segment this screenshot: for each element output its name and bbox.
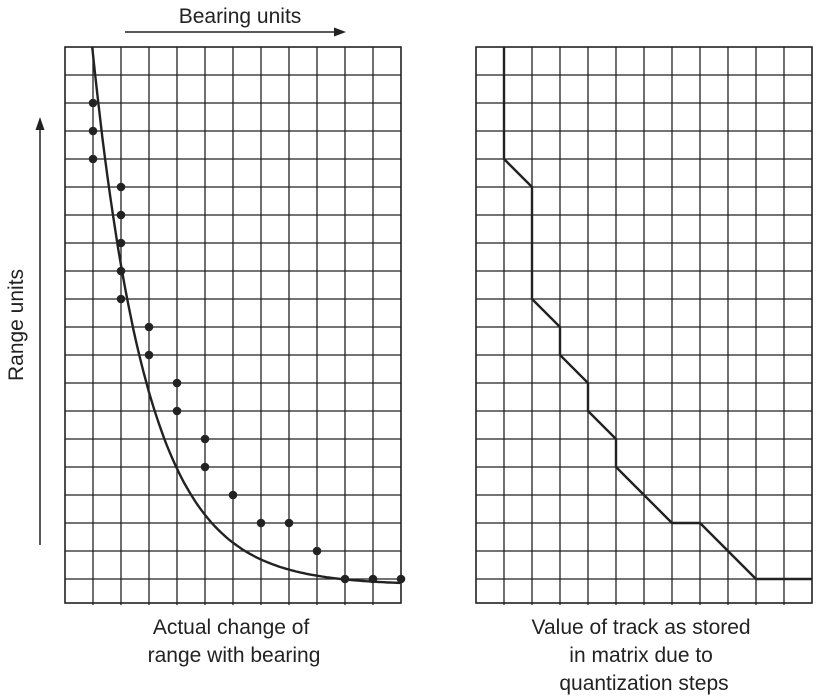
left-panel [64,46,406,605]
right-grid-frame [475,46,813,604]
sample-dot [116,266,126,276]
sample-dot [116,210,126,220]
quantized-track [502,47,812,581]
sample-dot [144,350,154,360]
sample-dot [200,462,210,472]
sample-dot [284,518,294,528]
x-axis-label: Bearing units [179,5,302,28]
sample-dot [172,378,182,388]
right-caption-line-1: Value of track as stored [532,616,751,639]
left-caption: Actual change of range with bearing [148,616,321,667]
left-caption-line-2: range with bearing [148,644,321,667]
sample-dot [228,490,238,500]
sample-dot [88,126,98,136]
sample-dots [88,98,406,584]
sample-dot [88,154,98,164]
right-caption: Value of track as stored in matrix due t… [532,616,757,695]
sample-dot [396,574,406,584]
left-grid-frame [64,46,402,604]
sample-dot [312,546,322,556]
sample-dot [172,406,182,416]
sample-dot [88,98,98,108]
sample-dot [200,434,210,444]
y-axis-label: Range units [5,269,28,381]
sample-dot [116,182,126,192]
right-caption-line-3: quantization steps [559,672,728,695]
sample-dot [256,518,266,528]
range-curve [91,47,401,585]
range-arrow-head [35,117,45,130]
left-grid [65,47,401,605]
right-panel [475,46,813,605]
sample-dot [116,238,126,248]
sample-dot [144,322,154,332]
sample-dot [340,574,350,584]
right-grid [476,47,812,605]
right-caption-line-2: in matrix due to [569,644,713,667]
left-caption-line-1: Actual change of [153,616,310,639]
bearing-arrow-head [334,27,346,37]
sample-dot [368,574,378,584]
sample-dot [116,294,126,304]
